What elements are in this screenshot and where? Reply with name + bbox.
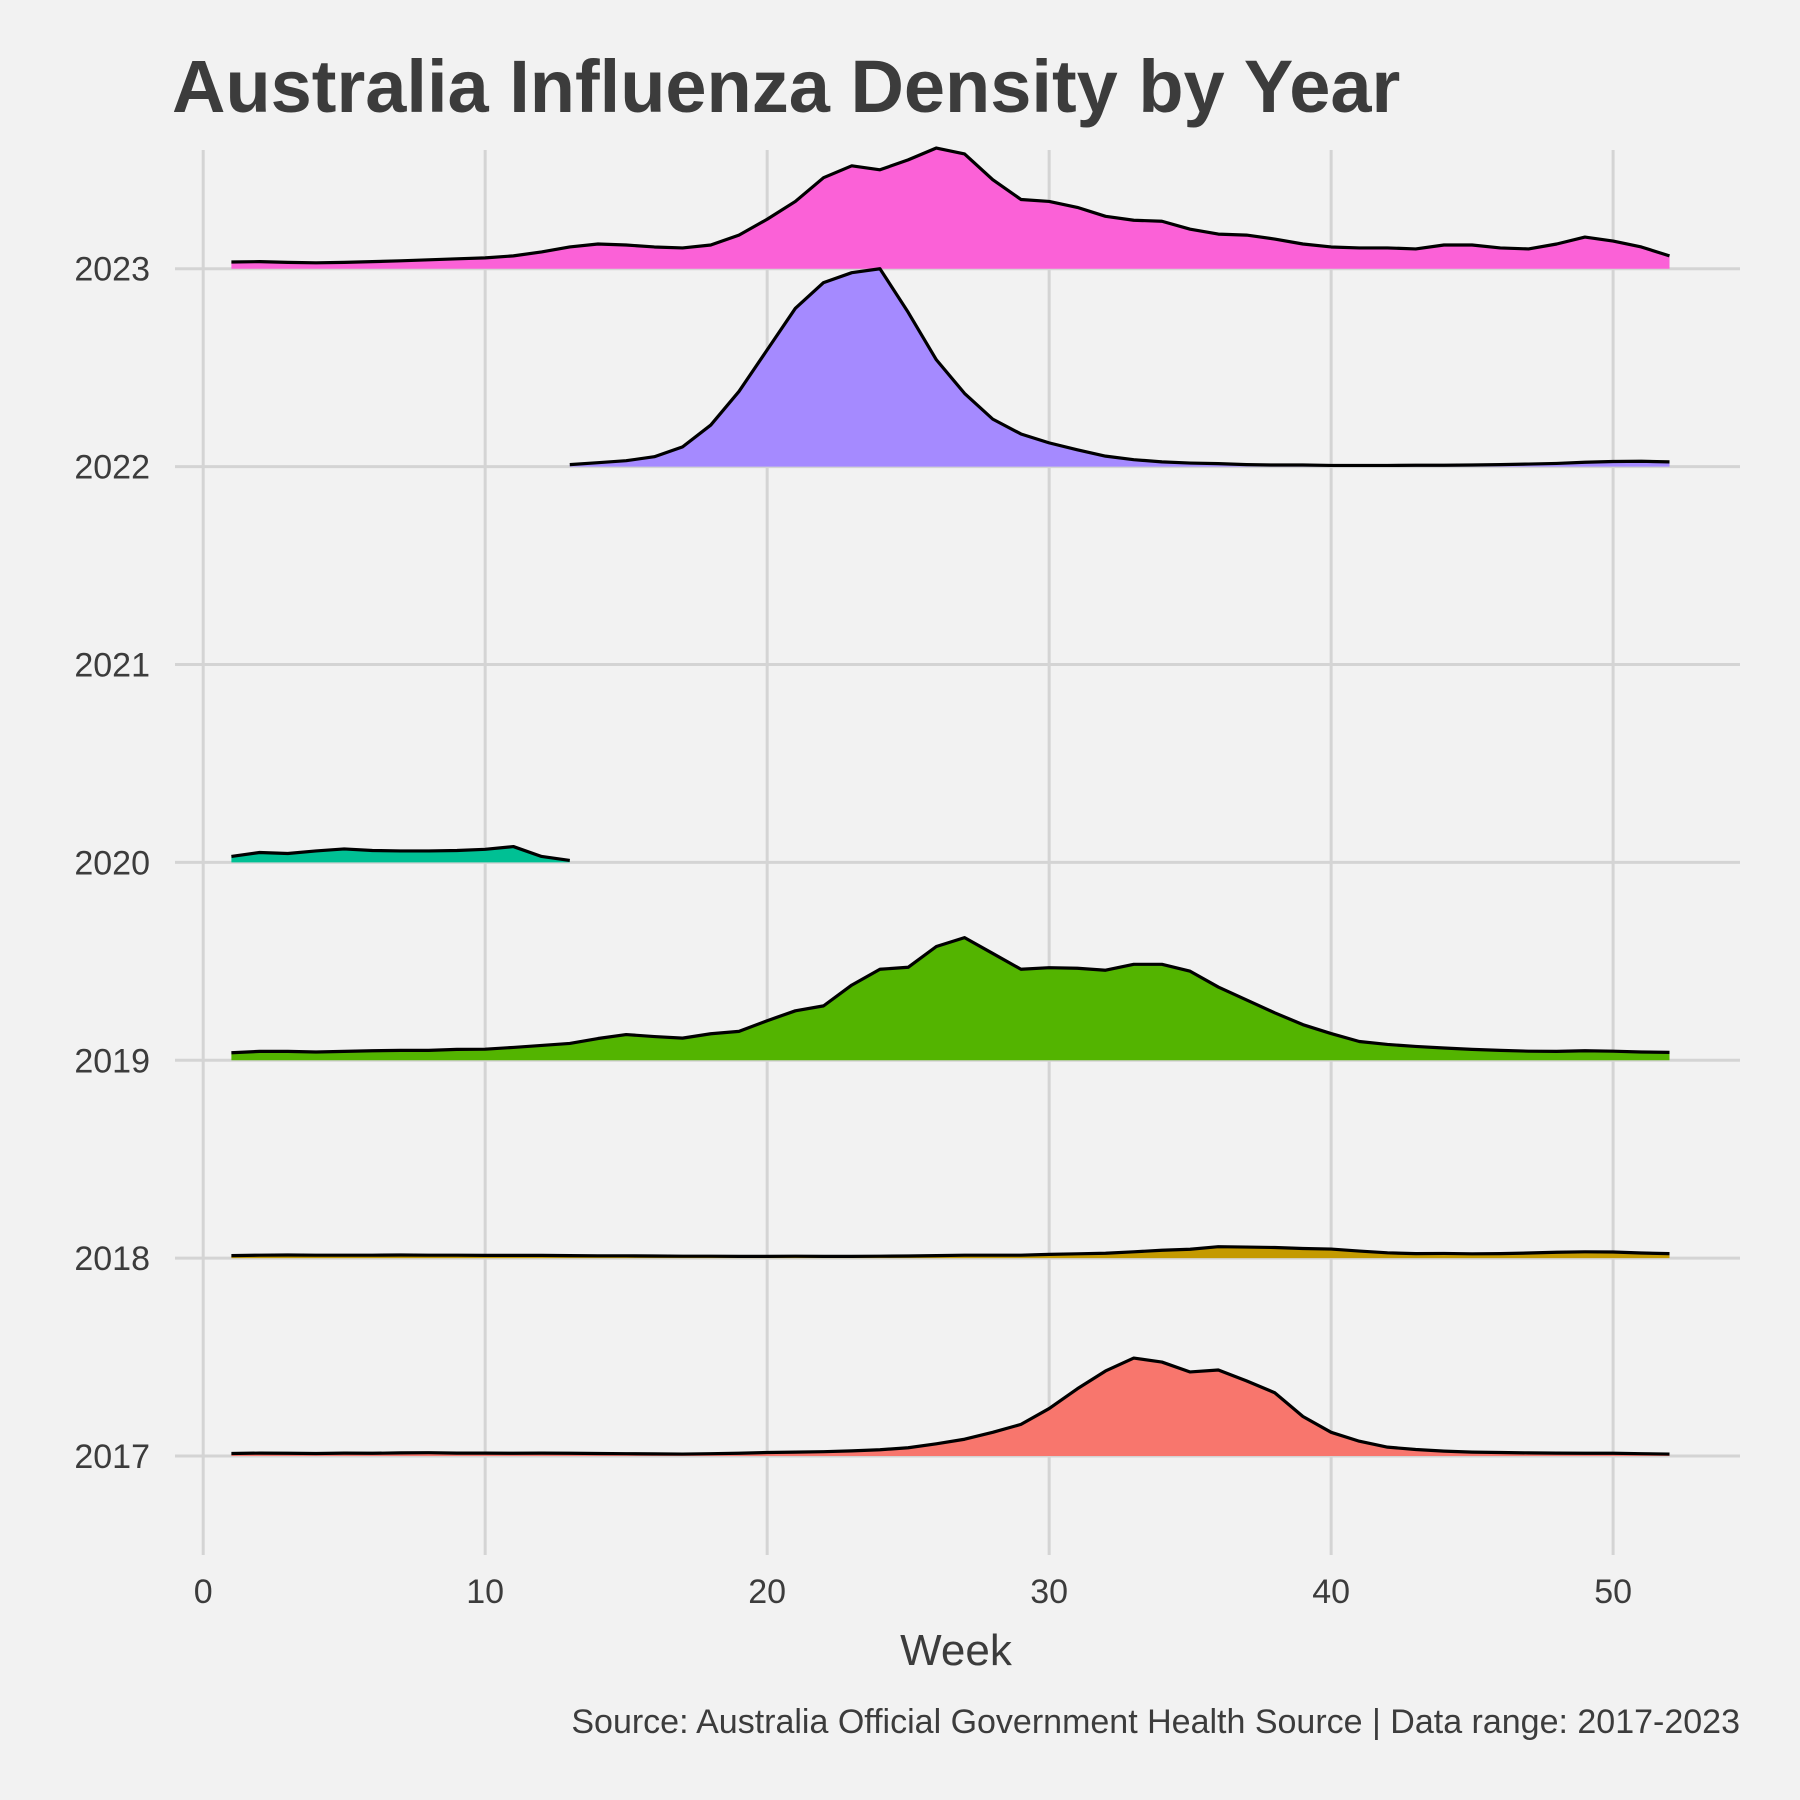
ridge-area-2019 [231, 937, 1670, 1061]
ridge-2018 [231, 1245, 1670, 1259]
ridge-area-2022 [569, 268, 1670, 467]
ridge-line-2023 [231, 146, 1670, 265]
x-tick-label-30: 30 [1030, 1573, 1068, 1611]
x-axis-tick-labels: 0 10 20 30 40 50 [194, 1573, 1632, 1611]
y-tick-label-2020: 2020 [74, 844, 150, 882]
ridge-area-2017 [231, 1358, 1670, 1457]
y-tick-label-2021: 2021 [74, 647, 150, 685]
x-tick-label-0: 0 [194, 1573, 213, 1611]
x-axis-title: Week [900, 1626, 1013, 1675]
ridge-line-2022 [569, 267, 1670, 468]
y-tick-label-2019: 2019 [74, 1042, 150, 1080]
x-tick-label-10: 10 [466, 1573, 504, 1611]
x-tick-label-20: 20 [748, 1573, 786, 1611]
ridge-line-2018 [231, 1245, 1670, 1258]
ridge-2017 [231, 1356, 1670, 1457]
ridge-area-2023 [231, 148, 1670, 269]
y-tick-label-2018: 2018 [74, 1240, 150, 1278]
x-tick-label-50: 50 [1594, 1573, 1632, 1611]
ridge-line-2019 [231, 935, 1670, 1055]
ridge-2023 [231, 146, 1670, 269]
ridge-2019 [231, 935, 1670, 1061]
x-tick-label-40: 40 [1312, 1573, 1350, 1611]
y-tick-label-2023: 2023 [74, 251, 150, 289]
ridge-2020 [231, 844, 570, 863]
chart-caption: Source: Australia Official Government He… [571, 1703, 1740, 1741]
y-tick-label-2017: 2017 [74, 1438, 150, 1476]
ridges [231, 146, 1670, 1457]
y-tick-label-2022: 2022 [74, 449, 150, 487]
chart-title: Australia Influenza Density by Year [172, 45, 1400, 128]
ridge-line-2020 [231, 844, 570, 862]
ridge-2022 [569, 267, 1670, 468]
y-axis-tick-labels: 2017 2018 2019 2020 2021 2022 2023 [74, 251, 150, 1476]
ridge-line-2017 [231, 1356, 1670, 1456]
